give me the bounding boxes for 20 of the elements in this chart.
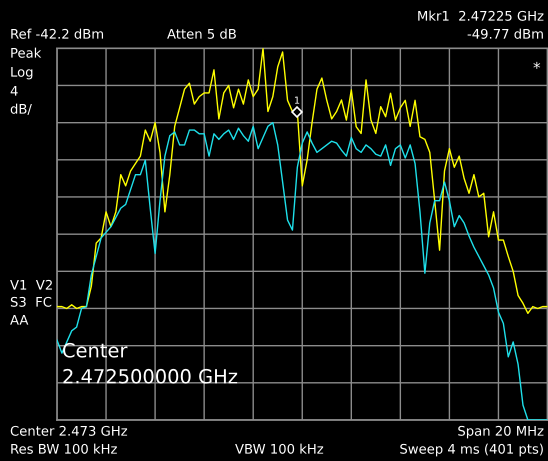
- text: Peak: [11, 48, 42, 58]
- text: V1 V2: [10, 280, 52, 290]
- text: 4: [10, 86, 18, 96]
- text: Log: [11, 67, 32, 80]
- annotation: Center: [63, 342, 128, 358]
- text: Sweep 4 ms (401 pts): [400, 444, 543, 456]
- text: Mkr1 2.47225 GHz: [418, 10, 544, 21]
- text: S3 FC: [10, 296, 52, 307]
- text: AA: [10, 315, 28, 325]
- annotation: 2.472500000 GHz: [63, 368, 238, 384]
- text: Atten 5 dB: [167, 28, 236, 39]
- annotation: *: [533, 62, 540, 69]
- annotation: 1: [294, 96, 300, 104]
- text: -49.77 dBm: [468, 28, 543, 39]
- text: Res BW 100 kHz: [11, 444, 117, 454]
- text: Span 20 MHz: [458, 426, 544, 438]
- text: dB/: [10, 104, 32, 115]
- text: Center 2.473 GHz: [10, 426, 128, 436]
- text: Ref -42.2 dBm: [11, 28, 104, 39]
- text: VBW 100 kHz: [235, 444, 324, 454]
